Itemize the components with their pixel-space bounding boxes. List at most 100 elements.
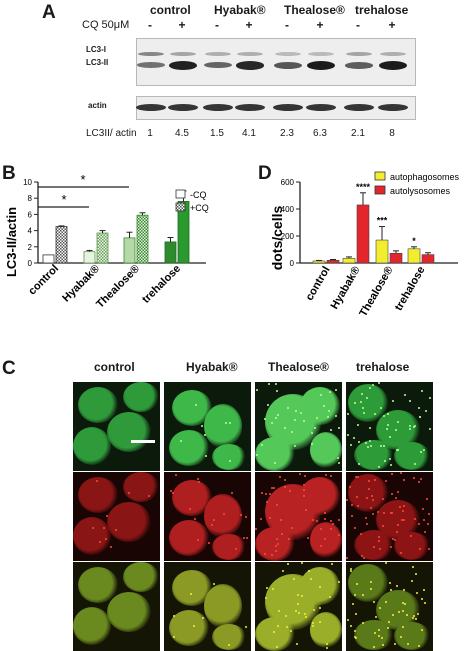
puncta-dot — [320, 394, 322, 396]
puncta-dot — [379, 607, 381, 609]
puncta-dot — [360, 401, 362, 403]
puncta-dot — [204, 434, 206, 436]
cell-blob — [169, 610, 209, 646]
chart-d-ylabel: dots/cells — [269, 206, 285, 271]
puncta-dot — [378, 466, 380, 468]
puncta-dot — [330, 475, 332, 477]
puncta-dot — [421, 598, 423, 600]
puncta-dot — [128, 492, 130, 494]
puncta-dot — [423, 449, 425, 451]
lc3-ratio-value: 2.1 — [351, 128, 365, 139]
puncta-dot — [245, 626, 247, 628]
puncta-dot — [110, 546, 112, 548]
puncta-dot — [350, 570, 352, 572]
puncta-dot — [197, 478, 199, 480]
cell-blob — [300, 477, 340, 515]
cq-concentration-label: CQ 50μM — [82, 19, 130, 31]
puncta-dot — [407, 643, 409, 645]
cell-blob — [123, 562, 159, 592]
puncta-dot — [295, 410, 297, 412]
puncta-dot — [312, 622, 314, 624]
puncta-dot — [387, 627, 389, 629]
puncta-dot — [277, 543, 279, 545]
cell-blob — [204, 584, 242, 628]
puncta-dot — [380, 407, 382, 409]
puncta-dot — [332, 523, 334, 525]
legend-autolysosomes-label: autolysosomes — [390, 186, 451, 196]
puncta-dot — [313, 609, 315, 611]
puncta-dot — [304, 613, 306, 615]
puncta-dot — [378, 635, 380, 637]
actin-label: actin — [88, 101, 107, 110]
puncta-dot — [338, 427, 340, 429]
puncta-dot — [312, 519, 314, 521]
puncta-dot — [389, 458, 391, 460]
puncta-dot — [383, 415, 385, 417]
fluorescence-microscopy-grid — [72, 382, 435, 651]
puncta-dot — [326, 643, 328, 645]
blot-group-header: Thealose® — [284, 3, 345, 17]
puncta-dot — [394, 643, 396, 645]
puncta-dot — [350, 625, 352, 627]
puncta-dot — [189, 508, 191, 510]
y-tick-label: 200 — [281, 232, 295, 241]
puncta-dot — [311, 432, 313, 434]
micro-tile-green — [73, 382, 160, 471]
puncta-dot — [105, 538, 107, 540]
puncta-dot — [320, 528, 322, 530]
cell-blob — [204, 494, 242, 538]
cell-blob — [310, 522, 342, 558]
lc3-i-band — [308, 52, 334, 56]
puncta-dot — [390, 464, 392, 466]
cq-sign: - — [148, 18, 152, 32]
x-category-label: trehalose — [393, 265, 428, 313]
lc3-i-band — [380, 52, 406, 56]
puncta-dot — [412, 617, 414, 619]
puncta-dot — [421, 629, 423, 631]
puncta-dot — [385, 480, 387, 482]
chart-b-ylabel: LC3-II/actin — [4, 207, 19, 277]
puncta-dot — [276, 390, 278, 392]
puncta-dot — [269, 493, 271, 495]
puncta-dot — [403, 589, 405, 591]
actin-band — [344, 104, 374, 111]
cell-blob — [204, 404, 242, 448]
puncta-dot — [368, 480, 370, 482]
puncta-dot — [275, 383, 277, 385]
puncta-dot — [303, 484, 305, 486]
cq-sign: + — [178, 18, 186, 32]
cell-blob — [310, 432, 342, 468]
puncta-dot — [324, 538, 326, 540]
puncta-dot — [363, 412, 365, 414]
puncta-dot — [319, 586, 321, 588]
puncta-dot — [424, 602, 426, 604]
puncta-dot — [266, 501, 268, 503]
puncta-dot — [426, 498, 428, 500]
puncta-dot — [245, 516, 247, 518]
puncta-dot — [288, 538, 290, 540]
puncta-dot — [370, 581, 372, 583]
puncta-dot — [264, 553, 266, 555]
puncta-dot — [414, 463, 416, 465]
lc3-ratio-value: 4.1 — [242, 128, 256, 139]
puncta-dot — [355, 637, 357, 639]
puncta-dot — [307, 537, 309, 539]
puncta-dot — [351, 504, 353, 506]
puncta-dot — [330, 528, 332, 530]
cell-blob — [78, 567, 118, 603]
actin-band — [136, 104, 166, 111]
actin-band — [306, 104, 336, 111]
puncta-dot — [414, 518, 416, 520]
puncta-dot — [280, 519, 282, 521]
lc3-i-label: LC3-I — [86, 45, 106, 54]
puncta-dot — [395, 429, 397, 431]
significance-stars: **** — [356, 182, 371, 192]
puncta-dot — [284, 479, 286, 481]
cell-blob — [212, 444, 246, 470]
puncta-dot — [389, 582, 391, 584]
puncta-dot — [287, 563, 289, 565]
puncta-dot — [311, 443, 313, 445]
puncta-dot — [414, 425, 416, 427]
puncta-dot — [329, 596, 331, 598]
puncta-dot — [231, 492, 233, 494]
